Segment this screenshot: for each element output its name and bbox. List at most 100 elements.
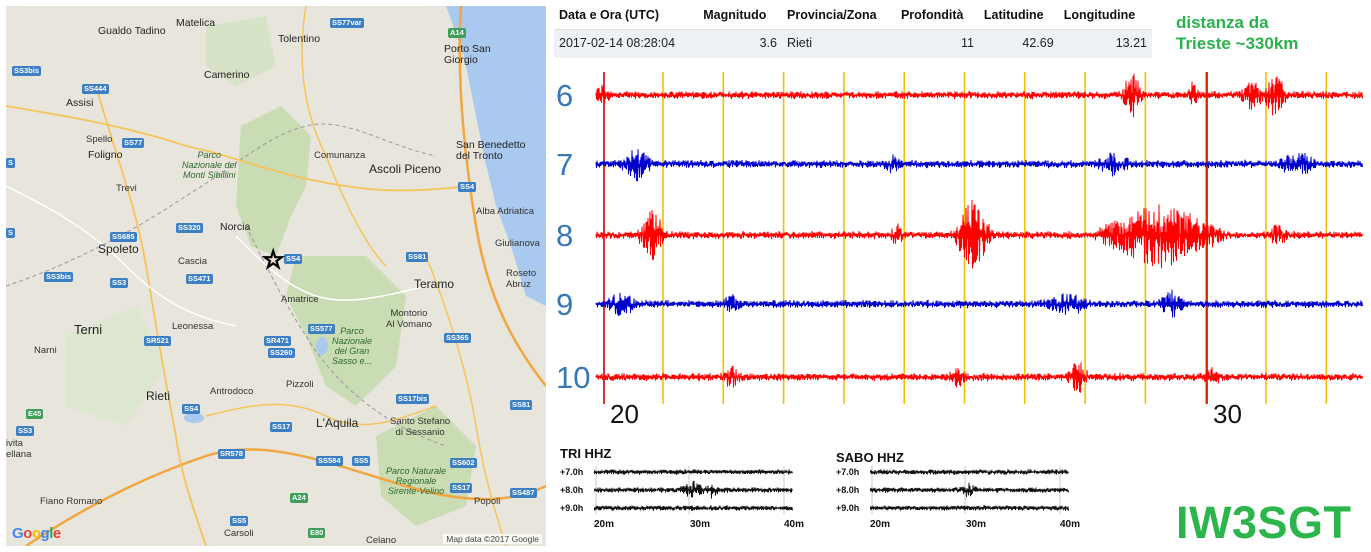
mini-trace (594, 504, 793, 512)
place-teramo: Teramo (414, 277, 455, 291)
road-ss77var: SS77var (330, 18, 364, 28)
road-ss584: SS584 (316, 456, 343, 466)
mini-row-label: +9.0h (560, 503, 584, 513)
mini-plot-tri: TRI HHZ +7.0h +8.0h +9.0h 20m 30m 40m (560, 446, 804, 536)
road-ss3-b: SS3 (16, 426, 35, 436)
mini-trace (870, 468, 1069, 476)
header-latitude: Latitudine (978, 4, 1059, 30)
place-tolentino: Tolentino (278, 33, 321, 45)
place-leonessa: Leonessa (172, 321, 214, 332)
row-label: 10 (556, 360, 590, 395)
place-san-benedetto: San Benedetto del Tronto (456, 139, 526, 162)
place-roseto: Roseto Abruz (506, 268, 537, 290)
place-norcia: Norcia (220, 221, 251, 233)
road-ss260: SS260 (268, 348, 295, 358)
mini-plot-sabo: SABO HHZ +7.0h +8.0h +9.0h 20m 30m 40m (836, 450, 1080, 540)
mini-row-label: +9.0h (836, 503, 860, 513)
place-terni: Terni (74, 322, 103, 337)
road-s-left: S (6, 158, 16, 168)
road-ss3bis-a: SS3bis (12, 66, 42, 76)
road-ss81-a: SS81 (406, 252, 429, 262)
mini-row-label: +7.0h (560, 467, 584, 477)
google-logo-letter: G (12, 525, 24, 542)
minute-label: 20 (610, 399, 639, 429)
map-credit: Map data ©2017 Google (443, 534, 542, 544)
mini-trace (870, 504, 1069, 512)
place-pizzoli: Pizzoli (286, 379, 314, 390)
callsign: IW3SGT (1176, 497, 1352, 548)
place-rieti: Rieti (146, 389, 171, 403)
map-panel[interactable]: Matelica Gualdo Tadino Tolentino Porto S… (6, 6, 546, 546)
place-assisi: Assisi (66, 97, 94, 109)
mini-plot-traces (594, 466, 793, 514)
road-e80: E80 (308, 528, 326, 538)
place-giulianova: Giulianova (495, 238, 540, 249)
google-logo: Google (12, 525, 61, 542)
cell-zone: Rieti (782, 29, 896, 58)
row-label: 6 (556, 78, 573, 113)
road-ss577: SS577 (308, 324, 335, 334)
mini-plot-traces (870, 466, 1069, 514)
place-comunanza: Comunanza (314, 150, 366, 161)
mini-x-label: 20m (594, 519, 615, 530)
road-s-box: S (6, 228, 16, 238)
road-a24: A24 (290, 493, 308, 503)
google-logo-letter: l (49, 525, 53, 542)
road-e45: E45 (26, 409, 44, 419)
minute-label: 30 (1213, 399, 1242, 429)
place-popoli: Popoli (474, 496, 501, 507)
road-ss5-b: SS5 (230, 516, 249, 526)
place-narni: Narni (34, 345, 57, 356)
mini-row-label: +8.0h (560, 485, 584, 495)
road-ss81-b: SS81 (510, 400, 533, 410)
row-label: 7 (556, 147, 573, 182)
seismic-trace (595, 73, 1363, 118)
mini-plot-title: TRI HHZ (560, 446, 612, 461)
header-zone: Provincia/Zona (782, 4, 896, 30)
place-laquila: L'Aquila (316, 416, 359, 430)
header-magnitude: Magnitudo (698, 4, 782, 30)
park-sibillini: Parco Nazionale dei Monti Sibillini (182, 150, 237, 180)
seismic-trace (595, 289, 1363, 318)
mini-row-label: +8.0h (836, 485, 860, 495)
place-trevi: Trevi (116, 183, 137, 194)
road-ss365: SS365 (444, 333, 471, 343)
place-camerino: Camerino (204, 69, 250, 81)
epicenter-star-icon[interactable]: ☆ (261, 246, 285, 274)
seismic-trace (595, 362, 1363, 393)
place-cascia: Cascia (178, 256, 208, 267)
mini-x-label: 20m (870, 519, 891, 530)
header-depth: Profondità (895, 4, 979, 30)
place-fiano-romano: Fiano Romano (40, 496, 103, 507)
place-alba-adriatica: Alba Adriatica (476, 206, 535, 217)
mini-x-label: 30m (966, 519, 987, 530)
cell-longitude: 13.21 (1058, 29, 1152, 58)
mini-x-label: 40m (1060, 519, 1081, 530)
place-matelica: Matelica (176, 17, 216, 29)
road-ss487: SS487 (510, 488, 537, 498)
road-a14: A14 (448, 28, 466, 38)
road-ss3bis-b: SS3bis (44, 272, 74, 282)
road-sr578: SR578 (218, 449, 245, 459)
google-logo-letter: o (23, 525, 32, 542)
mini-row-label: +7.0h (836, 467, 860, 477)
seismic-trace (595, 199, 1363, 269)
road-ss444: SS444 (82, 84, 109, 94)
road-ss17bis: SS17bis (396, 394, 430, 404)
table-row[interactable]: 2017-02-14 08:28:04 3.6 Rieti 11 42.69 1… (554, 29, 1152, 58)
road-ss4-c: SS4 (182, 404, 201, 414)
road-ss3-a: SS3 (110, 278, 129, 288)
header-longitude: Longitudine (1058, 4, 1152, 30)
distance-note-line1: distanza da (1176, 13, 1269, 32)
place-santo-stefano: Santo Stefano di Sessanio (390, 416, 451, 438)
place-montorio: Montorio Al Vomano (386, 308, 432, 330)
place-ascoli-piceno: Ascoli Piceno (369, 162, 442, 176)
road-ss685: SS685 (110, 232, 137, 242)
place-amatrice: Amatrice (281, 294, 319, 305)
cell-magnitude: 3.6 (698, 29, 782, 58)
mini-trace (594, 468, 793, 476)
place-spello: Spello (86, 134, 113, 145)
mini-trace (594, 480, 793, 499)
header-datetime: Data e Ora (UTC) (554, 4, 699, 30)
mini-x-label: 30m (690, 519, 711, 530)
